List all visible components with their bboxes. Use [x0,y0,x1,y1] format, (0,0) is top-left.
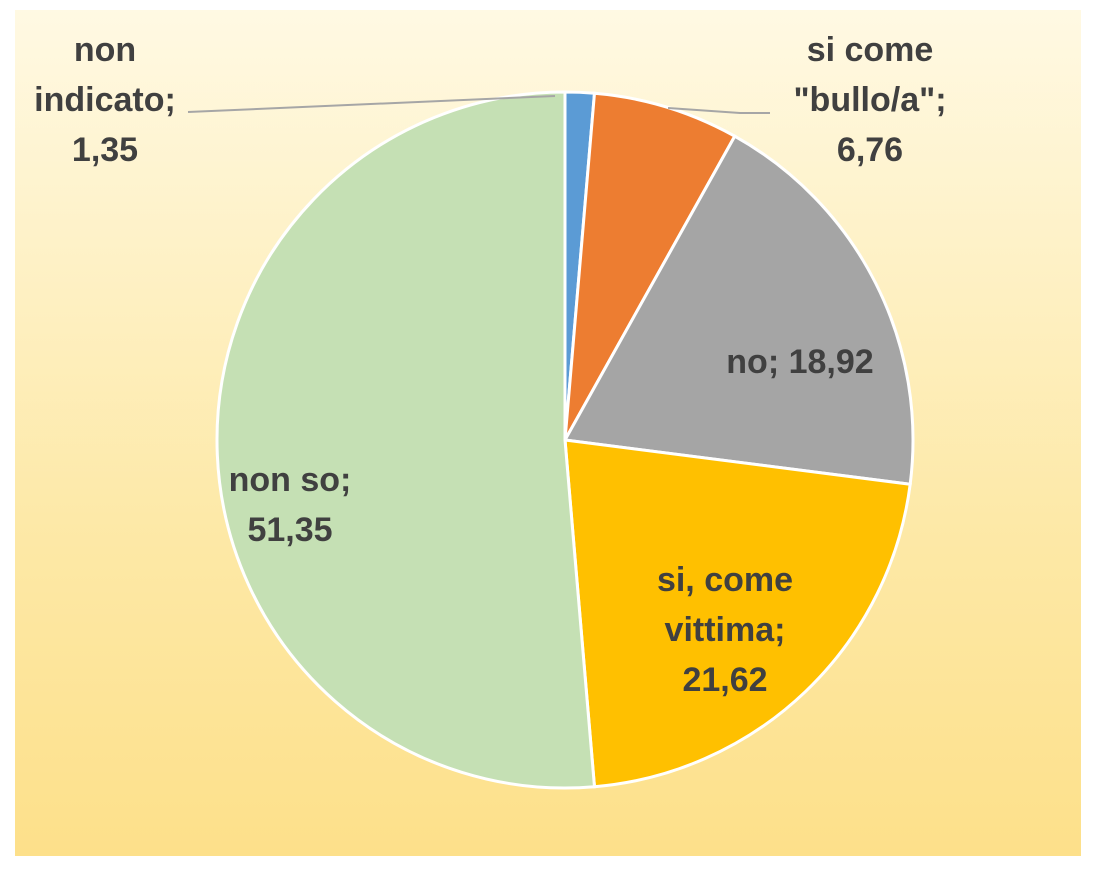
label-separator: ; [774,611,786,649]
label-separator: ; [767,343,780,381]
pie-slice [562,134,915,486]
pie-slice [563,438,912,789]
label-separator: ; [340,461,352,499]
label-category: non so [228,461,341,499]
label-value: 51,35 [247,511,333,549]
pie-slice [563,91,737,441]
data-label: si come "bullo/a"; 6,76 [770,25,970,175]
label-value: 18,92 [788,343,874,381]
data-label: si, come vittima; 21,62 [625,555,825,705]
label-category: si, come vittima [656,561,794,649]
label-category: non indicato [34,31,165,119]
leader-line [187,95,556,113]
label-category: no [726,343,768,381]
data-label: non indicato; 1,35 [20,25,190,175]
data-label: non so; 51,35 [205,455,375,555]
label-separator: ; [164,81,176,119]
data-label: no; 18,92 [670,337,930,387]
label-value: 1,35 [71,131,139,169]
pie-slice [215,90,597,790]
label-value: 21,62 [682,661,768,699]
label-value: 6,76 [836,131,904,169]
label-category: si come "bullo/a" [793,31,936,119]
leader-line [667,107,770,114]
label-separator: ; [935,81,947,119]
